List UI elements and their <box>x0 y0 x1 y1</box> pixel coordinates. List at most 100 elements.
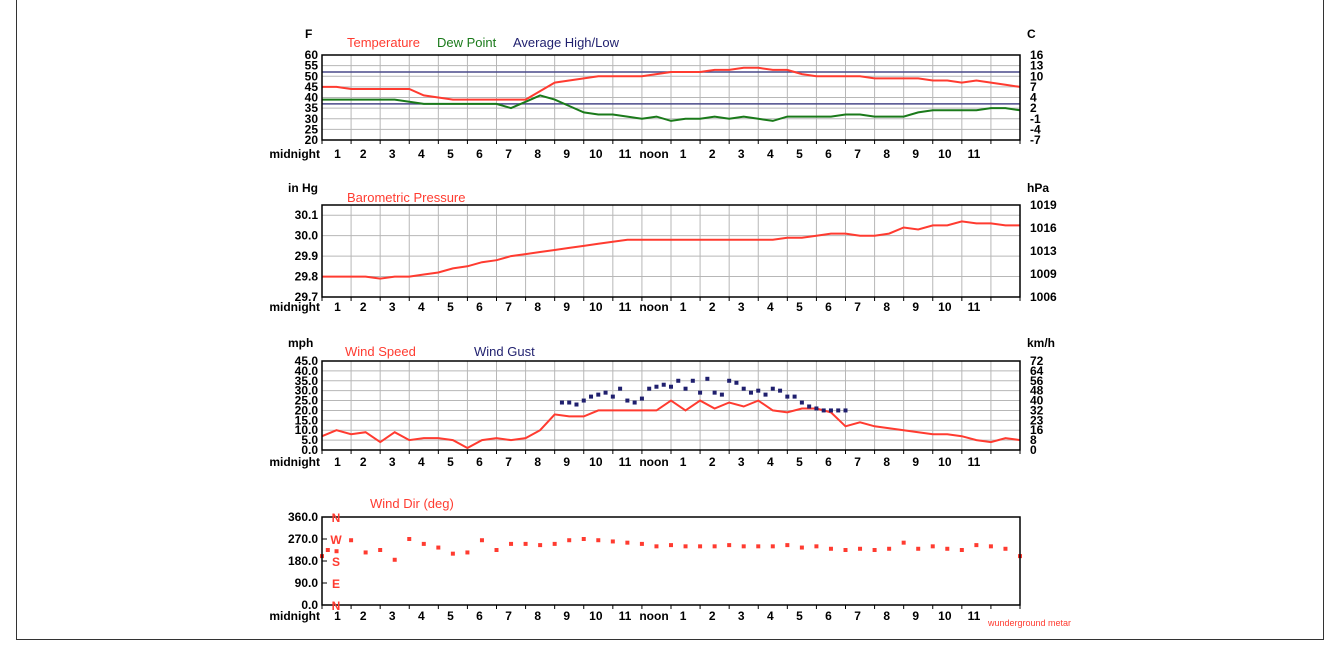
y-tick-label: 90.0 <box>295 576 319 590</box>
y-right-tick-label: 1019 <box>1030 198 1057 212</box>
data-point <box>632 400 637 405</box>
x-tick-label: 5 <box>447 147 454 161</box>
x-tick-label: 1 <box>680 147 687 161</box>
y-right-tick-label: 10 <box>1030 69 1044 83</box>
legend-entry: Wind Gust <box>474 344 535 359</box>
x-tick-label: 4 <box>418 300 425 314</box>
data-point <box>799 400 804 405</box>
y-right-tick-label: 8 <box>1030 433 1037 447</box>
data-point <box>407 537 412 541</box>
y-tick-label: 20.0 <box>295 403 319 417</box>
x-tick-label: 7 <box>854 147 861 161</box>
y-tick-label: 29.8 <box>295 270 319 284</box>
y-tick-label: 40.0 <box>295 364 319 378</box>
compass-label: N <box>332 511 341 525</box>
x-tick-label: 11 <box>619 609 632 623</box>
x-tick-label: 7 <box>854 455 861 469</box>
x-tick-label: 1 <box>334 300 341 314</box>
x-tick-label: midnight <box>269 300 320 314</box>
x-tick-label: 2 <box>709 609 716 623</box>
data-point <box>392 557 397 562</box>
y-tick-label: 45 <box>305 80 319 94</box>
y-right-tick-label: -4 <box>1030 122 1041 136</box>
x-tick-label: 6 <box>476 300 483 314</box>
data-point <box>814 406 819 411</box>
x-tick-label: 2 <box>709 147 716 161</box>
left-unit-label: F <box>305 27 312 41</box>
legend-entry: Wind Dir (deg) <box>370 496 454 511</box>
y-right-tick-label: 32 <box>1030 403 1044 417</box>
data-point <box>705 376 710 381</box>
data-point <box>930 544 935 549</box>
y-tick-label: 29.9 <box>295 249 319 263</box>
y-tick-label: 50 <box>305 69 319 83</box>
x-tick-label: 2 <box>360 455 367 469</box>
x-tick-label: 2 <box>360 609 367 623</box>
data-point <box>559 400 564 405</box>
data-point <box>748 390 753 395</box>
chart-pressure: 29.729.829.930.030.110061009101310161019… <box>269 181 1057 314</box>
y-tick-label: 30.1 <box>295 208 319 222</box>
data-point <box>1003 546 1008 551</box>
x-tick-label: 2 <box>360 300 367 314</box>
plot-frame <box>321 204 1021 298</box>
data-point <box>734 380 739 385</box>
x-tick-label: 3 <box>389 455 396 469</box>
x-tick-label: 2 <box>709 300 716 314</box>
data-point <box>618 386 623 391</box>
x-tick-label: 3 <box>738 147 745 161</box>
y-right-tick-label: 13 <box>1030 59 1044 73</box>
x-tick-label: 9 <box>912 300 919 314</box>
x-tick-label: 8 <box>883 455 890 469</box>
y-tick-label: 30.0 <box>295 384 319 398</box>
y-tick-label: 5.0 <box>301 433 318 447</box>
x-tick-label: 6 <box>825 455 832 469</box>
data-point <box>785 543 790 548</box>
x-tick-label: 5 <box>796 455 803 469</box>
x-tick-label: 9 <box>912 609 919 623</box>
data-point <box>719 392 724 397</box>
y-tick-label: 29.7 <box>295 290 319 304</box>
x-tick-label: 10 <box>938 300 952 314</box>
right-unit-label: km/h <box>1027 336 1055 350</box>
data-point <box>785 394 790 399</box>
y-tick-label: 30.0 <box>295 229 319 243</box>
left-unit-label: in Hg <box>288 181 318 195</box>
y-tick-label: 40 <box>305 91 319 105</box>
data-point <box>334 549 339 554</box>
data-point <box>778 388 783 393</box>
data-point <box>661 382 666 387</box>
data-point <box>858 546 863 551</box>
data-point <box>821 408 826 413</box>
data-point <box>792 394 797 399</box>
data-point <box>763 392 768 397</box>
x-tick-label: 1 <box>334 609 341 623</box>
data-point <box>843 548 848 552</box>
legend-entry: Temperature <box>347 35 420 50</box>
data-point <box>828 408 833 413</box>
x-tick-label: 11 <box>968 147 981 161</box>
data-point <box>494 548 499 552</box>
series-line-dew-point <box>322 94 1021 122</box>
left-unit-label: mph <box>288 336 313 350</box>
x-tick-label: 10 <box>589 455 603 469</box>
data-point <box>974 543 979 548</box>
y-right-tick-label: 16 <box>1030 48 1044 62</box>
x-tick-label: 9 <box>563 609 570 623</box>
data-point <box>669 384 673 389</box>
y-tick-label: 60 <box>305 48 319 62</box>
y-right-tick-label: 0 <box>1030 443 1037 457</box>
series-line-temperature <box>322 66 1021 101</box>
x-tick-label: 7 <box>505 147 512 161</box>
x-tick-label: 10 <box>938 147 952 161</box>
data-point <box>639 541 644 546</box>
x-tick-label: midnight <box>269 147 320 161</box>
y-right-tick-label: 1009 <box>1030 267 1057 281</box>
data-point <box>589 394 594 399</box>
data-point <box>698 544 703 549</box>
data-point <box>596 392 601 397</box>
data-point <box>945 546 950 551</box>
y-tick-label: 30 <box>305 112 319 126</box>
data-point <box>683 544 688 549</box>
